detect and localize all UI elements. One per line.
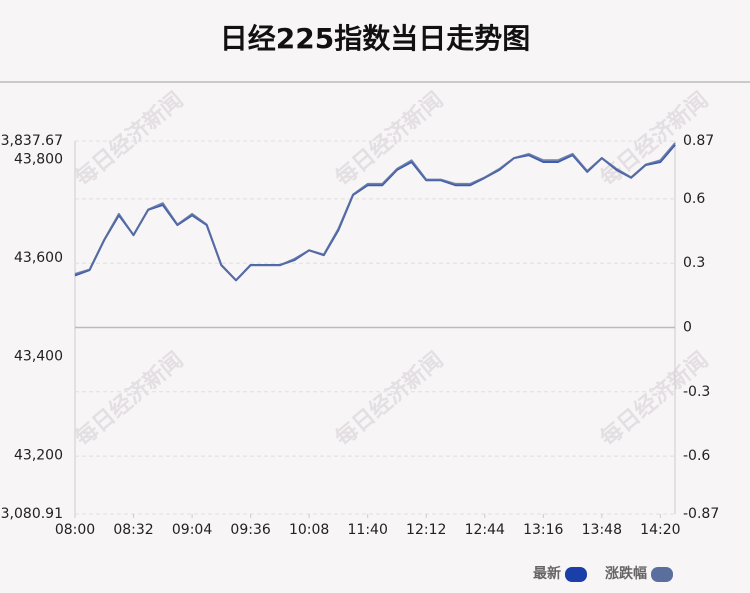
y2-tick-label: 0.6 — [683, 191, 705, 207]
y-tick-label: 43,400 — [14, 349, 63, 365]
legend-label: 最新 — [533, 565, 561, 582]
series-line — [74, 142, 676, 282]
x-tick-label: 14:20 — [640, 522, 680, 538]
y2-tick-label: 0.3 — [683, 255, 705, 271]
y2-tick-label: -0.3 — [683, 384, 710, 400]
watermark: 每日经济新闻 — [70, 87, 188, 192]
watermark: 每日经济新闻 — [70, 347, 188, 452]
legend-swatch — [651, 567, 673, 582]
y-tick-label: 43,837.67 — [0, 133, 63, 149]
y-tick-label: 43,600 — [14, 250, 63, 266]
y-tick-label: 43,080.91 — [0, 506, 63, 522]
y2-tick-label: 0.87 — [683, 133, 714, 149]
y2-tick-label: -0.87 — [683, 506, 719, 522]
x-tick-label: 13:48 — [582, 522, 622, 538]
y-tick-label: 43,800 — [14, 152, 63, 168]
x-tick-label: 11:40 — [348, 522, 388, 538]
x-tick-label: 08:00 — [55, 522, 95, 538]
y2-tick-label: -0.6 — [683, 448, 710, 464]
watermark: 每日经济新闻 — [330, 347, 448, 452]
x-tick-label: 09:04 — [172, 522, 212, 538]
x-tick-label: 12:44 — [465, 522, 505, 538]
x-tick-label: 09:36 — [230, 522, 270, 538]
y-tick-label: 43,200 — [14, 447, 63, 463]
x-tick-label: 10:08 — [289, 522, 329, 538]
x-tick-label: 13:16 — [523, 522, 563, 538]
legend-swatch — [565, 567, 587, 582]
chart-title: 日经225指数当日走势图 — [220, 22, 530, 55]
legend-label: 涨跌幅 — [605, 565, 647, 582]
x-tick-label: 08:32 — [113, 522, 153, 538]
x-tick-label: 12:12 — [406, 522, 446, 538]
y2-tick-label: 0 — [683, 320, 692, 336]
